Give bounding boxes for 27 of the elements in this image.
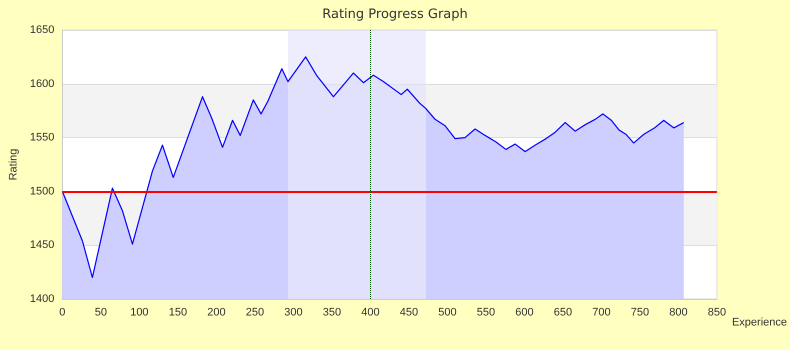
chart-title: Rating Progress Graph	[322, 7, 468, 22]
x-tick-label: 300	[284, 306, 303, 318]
x-tick-label: 100	[130, 306, 149, 318]
x-tick-label: 700	[592, 306, 611, 318]
x-tick-label: 50	[94, 306, 107, 318]
x-tick-label: 800	[669, 306, 688, 318]
x-tick-label: 600	[515, 306, 534, 318]
y-tick-label: 1450	[30, 239, 54, 252]
x-tick-label: 200	[207, 306, 226, 318]
y-tick-label: 1500	[30, 185, 54, 198]
y-tick-label: 1650	[30, 24, 54, 36]
x-tick-label: 400	[361, 306, 380, 318]
x-axis-title: Experience	[732, 316, 787, 328]
y-tick-label: 1600	[30, 78, 54, 90]
x-tick-label: 0	[59, 306, 66, 318]
x-tick-label: 150	[168, 306, 188, 318]
y-tick-label: 1400	[30, 293, 54, 305]
x-tick-label: 350	[322, 306, 342, 318]
y-tick-label: 1550	[30, 132, 54, 144]
x-tick-label: 500	[438, 306, 457, 318]
x-tick-label: 650	[554, 306, 572, 318]
x-tick-label: 750	[630, 306, 650, 318]
x-tick-label: 550	[476, 306, 496, 318]
x-tick-label: 250	[246, 306, 264, 318]
x-tick-label: 850	[708, 306, 726, 318]
y-axis-title: Rating	[8, 148, 20, 180]
x-tick-label: 450	[400, 306, 418, 318]
